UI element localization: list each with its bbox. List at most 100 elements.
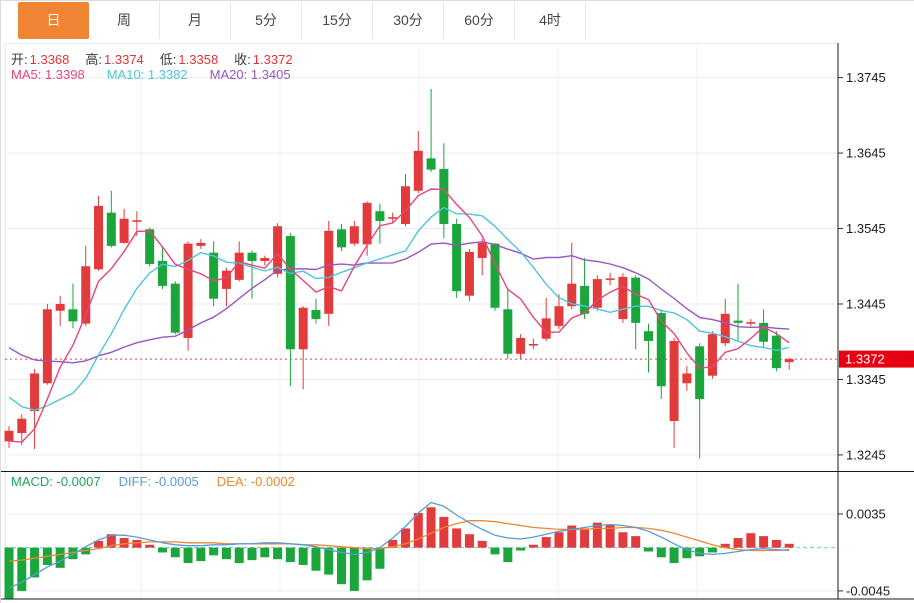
macd-bar-negative[interactable] [516, 547, 526, 551]
tab-60min[interactable]: 60分 [444, 2, 515, 39]
candle-body[interactable] [567, 283, 577, 307]
tab-weekly[interactable]: 周 [89, 2, 160, 39]
candle-body[interactable] [17, 418, 27, 434]
macd-bar-positive[interactable] [631, 536, 641, 548]
tab-daily[interactable]: 日 [18, 2, 89, 39]
candle-body[interactable] [464, 251, 474, 296]
macd-bar-positive[interactable] [145, 544, 155, 548]
macd-bar-negative[interactable] [362, 547, 372, 581]
macd-bar-positive[interactable] [119, 538, 129, 548]
candle-body[interactable] [285, 236, 295, 350]
macd-chart-canvas[interactable]: 0.0035 -0.0045 [1, 471, 914, 603]
macd-bar-positive[interactable] [580, 528, 590, 548]
macd-bar-negative[interactable] [349, 547, 359, 591]
macd-bar-positive[interactable] [528, 544, 538, 548]
candle-body[interactable] [759, 322, 769, 342]
macd-bar-negative[interactable] [695, 547, 705, 557]
macd-bar-negative[interactable] [183, 547, 193, 564]
tab-4hour[interactable]: 4时 [515, 2, 586, 39]
candle-body[interactable] [605, 278, 615, 280]
candle-body[interactable] [4, 430, 14, 442]
candle-body[interactable] [132, 220, 142, 222]
candle-body[interactable] [528, 343, 538, 346]
macd-bar-positive[interactable] [413, 513, 423, 548]
candle-body[interactable] [145, 229, 155, 265]
candle-body[interactable] [375, 211, 385, 221]
candle-body[interactable] [196, 242, 206, 246]
candle-body[interactable] [413, 150, 423, 191]
candle-body[interactable] [30, 373, 40, 412]
candle-body[interactable] [631, 277, 641, 323]
candle-body[interactable] [400, 186, 410, 225]
candle-body[interactable] [656, 313, 666, 387]
macd-bar-negative[interactable] [196, 547, 206, 562]
candle-body[interactable] [503, 309, 513, 354]
candle-body[interactable] [771, 335, 781, 369]
macd-bar-negative[interactable] [298, 547, 308, 565]
tab-monthly[interactable]: 月 [160, 2, 231, 39]
macd-bar-negative[interactable] [337, 547, 347, 585]
macd-bar-positive[interactable] [132, 539, 142, 548]
candle-body[interactable] [157, 260, 167, 286]
macd-bar-positive[interactable] [618, 532, 628, 548]
candle-body[interactable] [669, 340, 679, 421]
macd-bar-negative[interactable] [260, 547, 270, 558]
candle-body[interactable] [221, 270, 231, 289]
candle-body[interactable] [388, 217, 398, 219]
candle-body[interactable] [106, 212, 116, 246]
macd-bar-negative[interactable] [682, 547, 692, 559]
macd-bar-positive[interactable] [477, 540, 487, 548]
macd-bar-positive[interactable] [400, 528, 410, 548]
macd-bar-positive[interactable] [592, 522, 602, 548]
candle-body[interactable] [644, 331, 653, 341]
macd-bar-positive[interactable] [784, 543, 794, 548]
macd-bar-negative[interactable] [17, 547, 27, 591]
candle-body[interactable] [94, 205, 104, 270]
tab-15min[interactable]: 15分 [302, 2, 373, 39]
macd-bar-negative[interactable] [324, 547, 334, 575]
macd-bar-negative[interactable] [234, 547, 244, 564]
candle-body[interactable] [707, 334, 717, 376]
macd-bar-negative[interactable] [311, 547, 321, 571]
candle-body[interactable] [516, 337, 526, 354]
candle-body[interactable] [234, 252, 244, 280]
tab-30min[interactable]: 30分 [373, 2, 444, 39]
candle-body[interactable] [746, 322, 756, 324]
candle-body[interactable] [592, 279, 602, 308]
candle-body[interactable] [439, 168, 449, 225]
candle-body[interactable] [337, 229, 347, 248]
candle-body[interactable] [298, 307, 308, 350]
macd-bar-negative[interactable] [68, 547, 78, 560]
macd-bar-positive[interactable] [439, 516, 449, 548]
macd-bar-positive[interactable] [733, 538, 743, 548]
candle-body[interactable] [209, 252, 219, 299]
candle-body[interactable] [618, 276, 628, 320]
tab-5min[interactable]: 5分 [231, 2, 302, 39]
macd-bar-positive[interactable] [567, 525, 577, 548]
candle-body[interactable] [580, 285, 590, 314]
macd-bar-negative[interactable] [170, 547, 180, 558]
candle-body[interactable] [324, 230, 334, 314]
candle-body[interactable] [426, 158, 436, 170]
macd-bar-negative[interactable] [157, 547, 167, 553]
candle-body[interactable] [170, 283, 180, 333]
candle-body[interactable] [81, 266, 91, 324]
macd-bar-positive[interactable] [771, 539, 781, 548]
candle-body[interactable] [349, 226, 359, 244]
macd-bar-negative[interactable] [503, 547, 513, 563]
candle-body[interactable] [477, 242, 487, 258]
macd-bar-negative[interactable] [55, 547, 65, 568]
macd-bar-positive[interactable] [464, 534, 474, 548]
macd-bar-negative[interactable] [247, 547, 257, 561]
macd-bar-positive[interactable] [94, 540, 104, 548]
candle-body[interactable] [720, 313, 730, 344]
macd-bar-negative[interactable] [707, 547, 717, 553]
candle-body[interactable] [311, 310, 321, 320]
candle-body[interactable] [119, 218, 129, 243]
macd-bar-negative[interactable] [4, 547, 14, 599]
macd-bar-negative[interactable] [273, 547, 283, 560]
candle-body[interactable] [784, 359, 794, 363]
macd-bar-negative[interactable] [669, 547, 679, 564]
macd-bar-positive[interactable] [759, 536, 769, 548]
macd-bar-negative[interactable] [30, 547, 40, 578]
